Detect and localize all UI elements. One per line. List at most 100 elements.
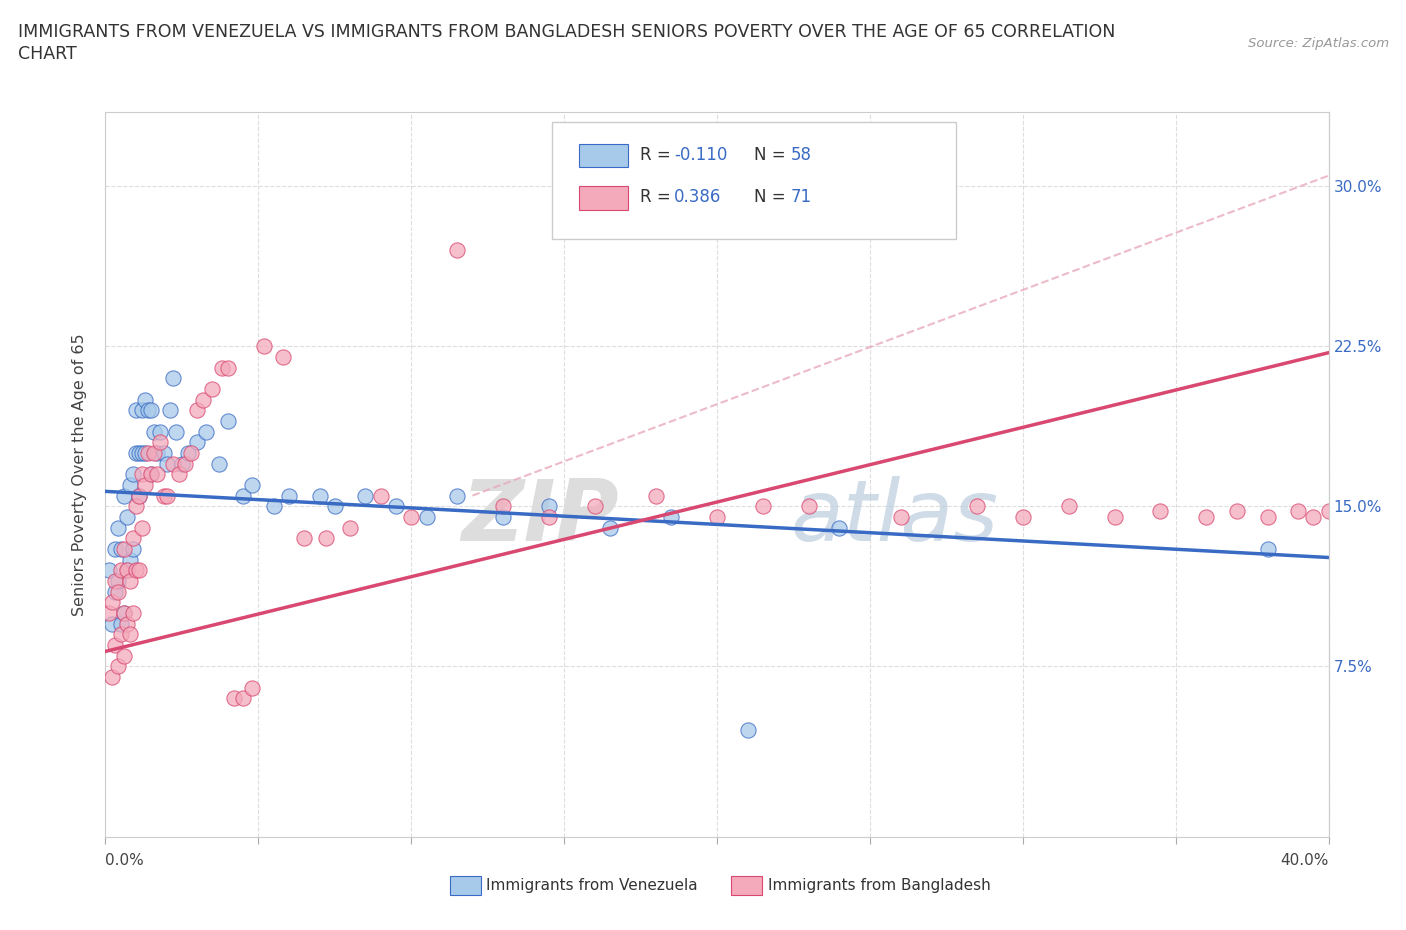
Text: Immigrants from Bangladesh: Immigrants from Bangladesh (768, 878, 990, 893)
Point (1057, 498, 1080, 513)
Point (122, 605, 145, 620)
Point (737, 723, 759, 737)
Text: 58: 58 (790, 146, 811, 164)
Point (211, 360, 233, 375)
Point (339, 520, 361, 535)
Point (889, 510, 911, 525)
Point (217, 414, 239, 429)
Point (134, 445, 156, 460)
Point (100, 617, 122, 631)
Point (97, 563, 120, 578)
Point (492, 510, 515, 525)
Point (136, 403, 159, 418)
Point (134, 392, 156, 407)
Point (107, 574, 129, 589)
Point (308, 488, 330, 503)
Point (165, 424, 187, 439)
Point (706, 510, 728, 525)
Text: Source: ZipAtlas.com: Source: ZipAtlas.com (1249, 37, 1389, 50)
Point (149, 424, 172, 439)
Point (752, 498, 775, 513)
Point (112, 605, 135, 620)
Point (152, 445, 174, 460)
Point (537, 510, 560, 525)
Point (583, 498, 606, 513)
Point (174, 457, 197, 472)
Point (401, 510, 423, 525)
Point (125, 445, 148, 460)
Point (207, 457, 229, 472)
Point (97, 605, 120, 620)
Point (104, 584, 127, 599)
Point (1195, 510, 1218, 525)
Point (217, 360, 239, 375)
Point (122, 467, 145, 482)
Point (152, 488, 174, 503)
Point (128, 563, 150, 578)
Point (278, 488, 301, 503)
Point (232, 488, 254, 503)
Point (186, 403, 208, 418)
Point (370, 488, 392, 503)
Point (170, 457, 193, 472)
Point (446, 488, 468, 503)
Point (167, 467, 190, 482)
Point (118, 627, 141, 642)
Point (195, 424, 218, 439)
Point (128, 488, 150, 503)
Point (110, 563, 132, 578)
Point (1317, 503, 1340, 518)
Point (100, 595, 122, 610)
Point (104, 574, 127, 589)
Point (141, 403, 163, 418)
Point (143, 424, 166, 439)
Point (292, 531, 315, 546)
FancyBboxPatch shape (579, 186, 627, 209)
Text: 40.0%: 40.0% (1281, 853, 1329, 868)
Point (118, 477, 141, 492)
FancyBboxPatch shape (579, 144, 627, 167)
Point (446, 243, 468, 258)
Point (149, 435, 172, 450)
Point (162, 457, 184, 472)
Point (644, 488, 666, 503)
Point (240, 680, 263, 695)
Point (104, 541, 127, 556)
Point (1256, 541, 1278, 556)
Point (323, 498, 346, 513)
Point (1256, 510, 1278, 525)
Point (104, 638, 127, 653)
Point (155, 457, 177, 472)
Point (240, 477, 263, 492)
Point (599, 520, 621, 535)
Point (159, 403, 181, 418)
Point (122, 541, 145, 556)
Point (112, 541, 135, 556)
Point (315, 531, 337, 546)
Point (136, 445, 159, 460)
Text: N =: N = (754, 146, 790, 164)
Point (107, 658, 129, 673)
Point (659, 510, 682, 525)
Point (107, 520, 129, 535)
Point (1104, 510, 1126, 525)
Point (271, 350, 294, 365)
Text: -0.110: -0.110 (675, 146, 728, 164)
Point (131, 520, 153, 535)
Point (1011, 510, 1033, 525)
FancyBboxPatch shape (553, 123, 956, 239)
Point (966, 498, 988, 513)
Point (828, 520, 851, 535)
Text: ZIP: ZIP (461, 476, 619, 559)
Point (115, 510, 138, 525)
Point (1286, 503, 1309, 518)
Point (797, 498, 820, 513)
Point (146, 467, 169, 482)
Point (112, 488, 135, 503)
Text: 71: 71 (790, 188, 811, 206)
Text: R =: R = (640, 188, 676, 206)
Text: IMMIGRANTS FROM VENEZUELA VS IMMIGRANTS FROM BANGLADESH SENIORS POVERTY OVER THE: IMMIGRANTS FROM VENEZUELA VS IMMIGRANTS … (18, 23, 1115, 41)
Point (122, 531, 145, 546)
Point (107, 584, 129, 599)
Point (415, 510, 437, 525)
